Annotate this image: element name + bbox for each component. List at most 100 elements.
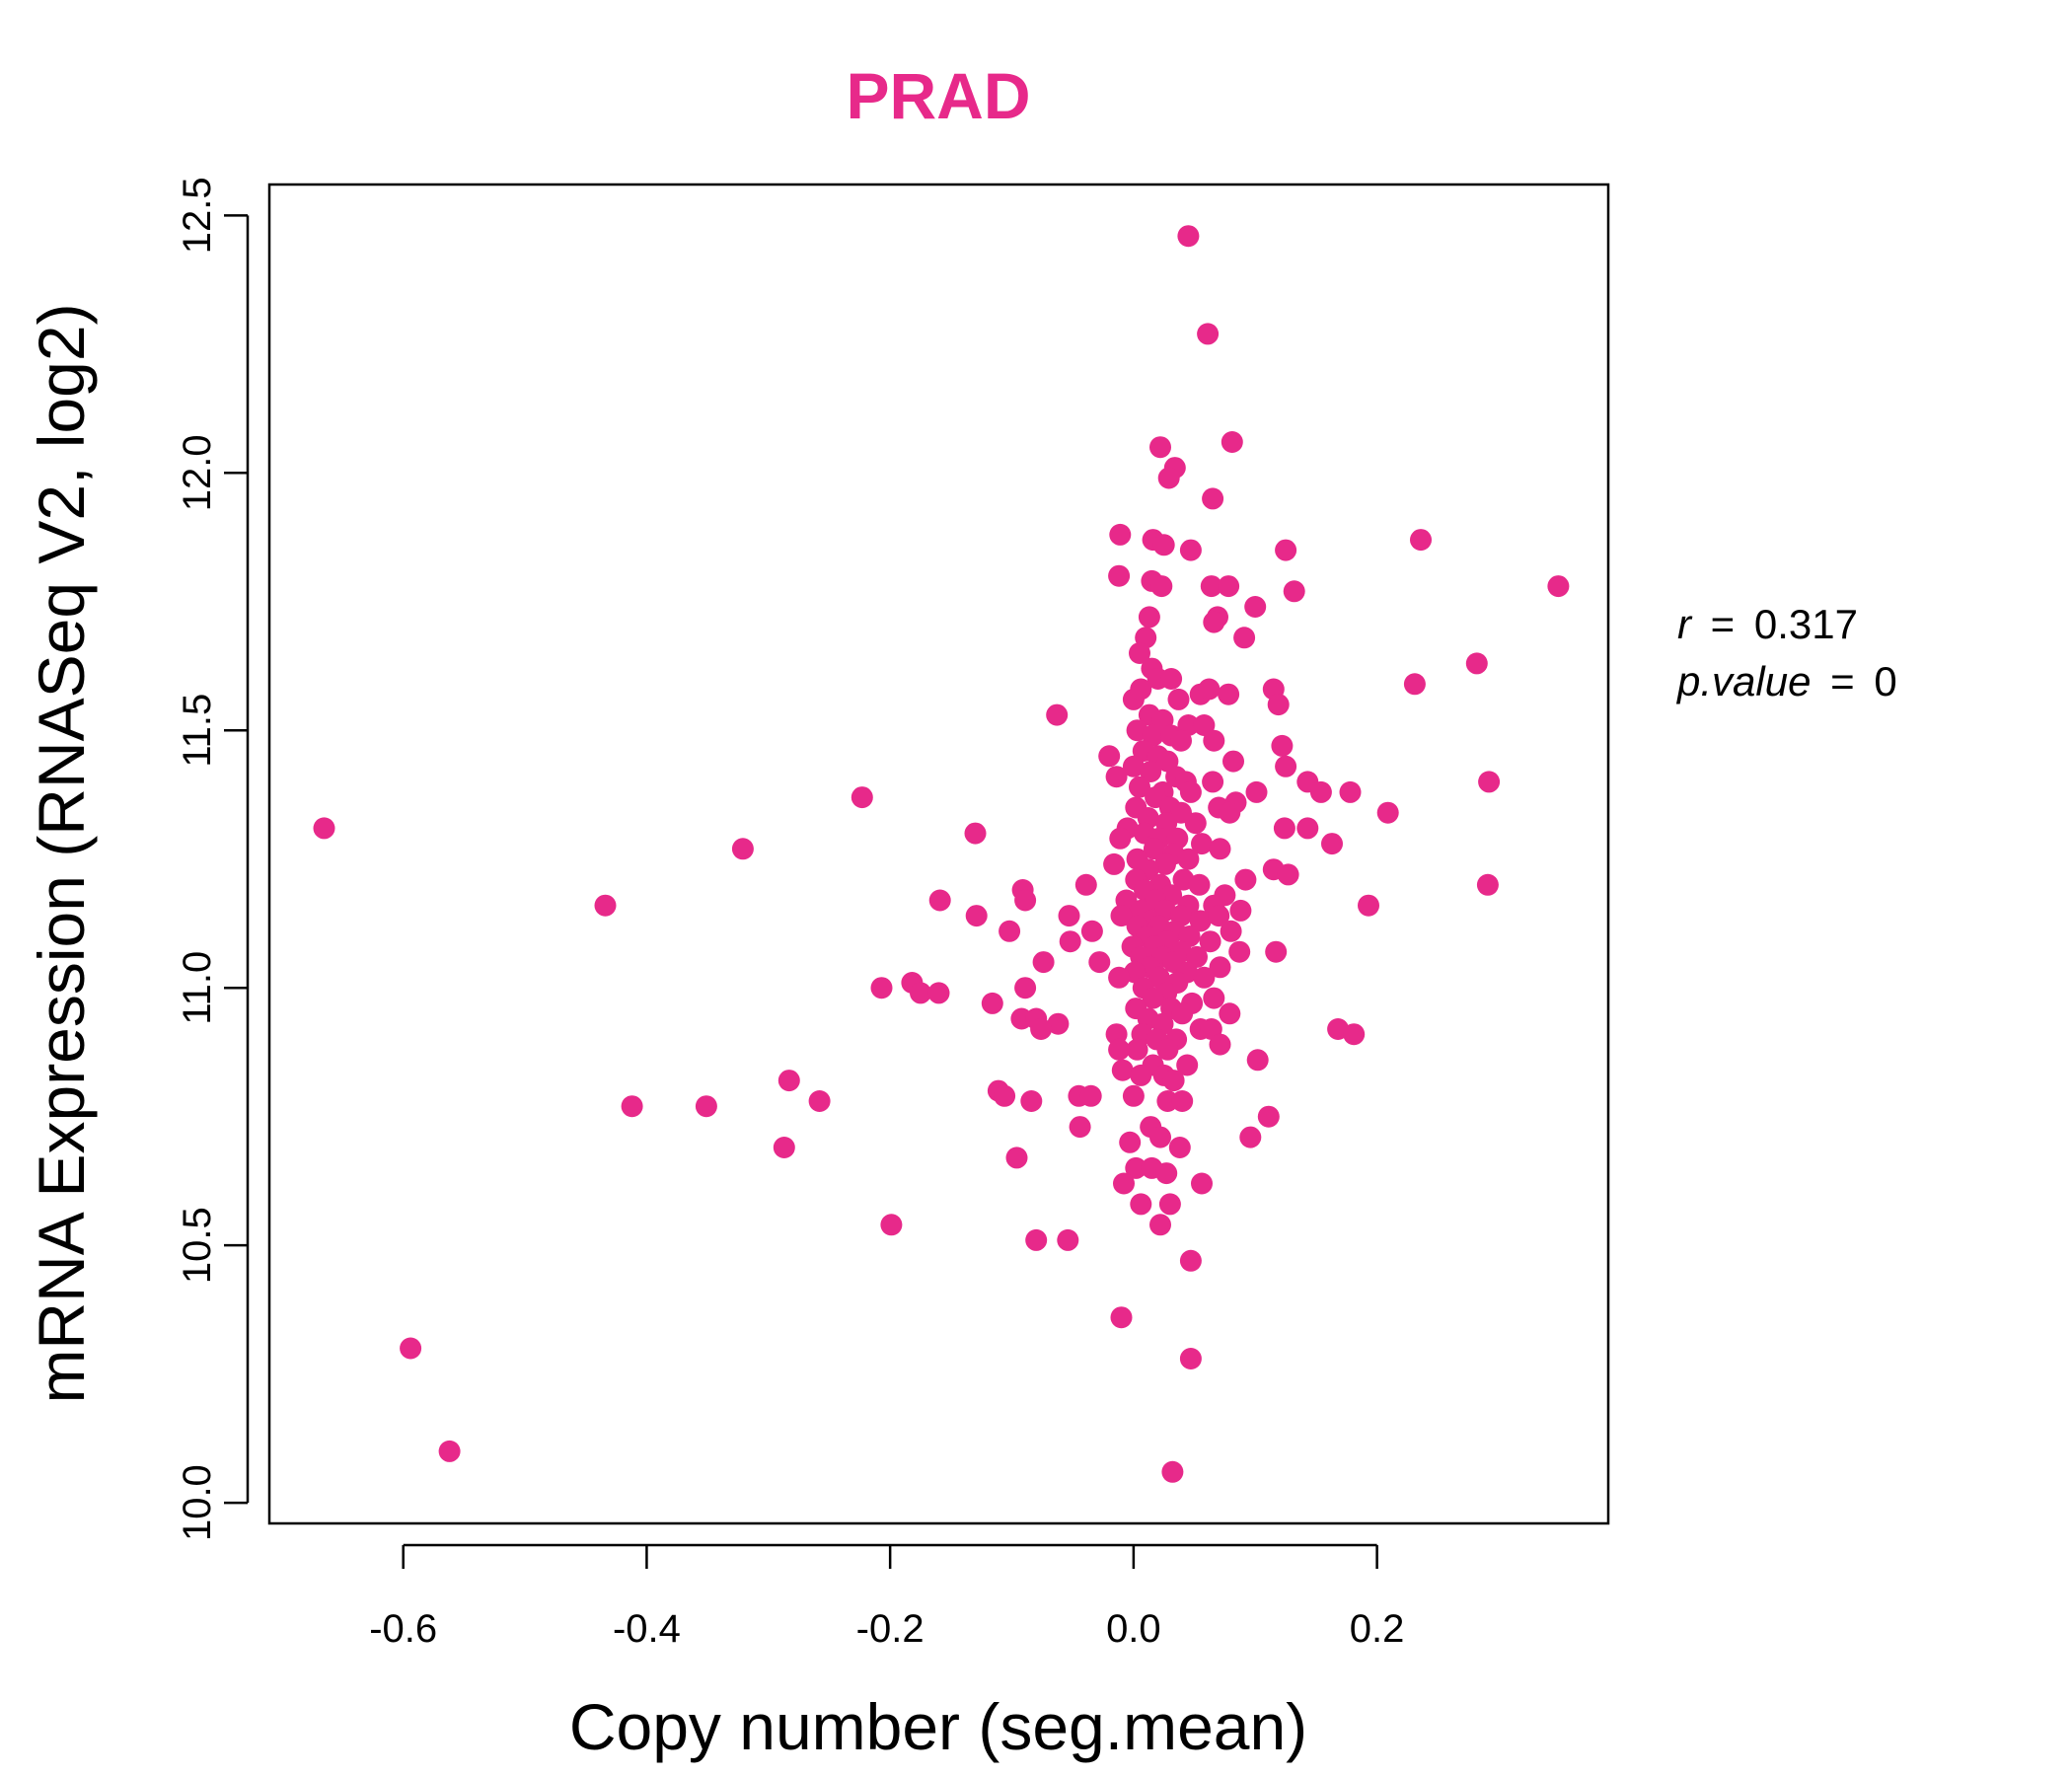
data-point	[1020, 1090, 1043, 1112]
data-point	[870, 977, 893, 999]
data-point	[1547, 575, 1570, 598]
data-points	[313, 225, 1570, 1483]
data-point	[1162, 1070, 1185, 1092]
data-point	[1283, 580, 1305, 603]
data-point	[1046, 703, 1069, 726]
data-point	[1189, 910, 1212, 932]
data-point	[1125, 1156, 1147, 1179]
p-equals: =	[1830, 658, 1855, 704]
data-point	[1275, 755, 1297, 777]
data-point	[1179, 539, 1202, 561]
data-point	[1014, 977, 1037, 999]
data-point	[1339, 780, 1362, 803]
data-point	[1209, 1033, 1231, 1056]
data-point	[1188, 873, 1211, 896]
data-point	[1203, 611, 1225, 633]
data-point	[1156, 1038, 1179, 1061]
data-point	[1119, 1131, 1142, 1153]
data-point	[1177, 225, 1200, 248]
data-point	[1200, 575, 1222, 598]
data-point	[1129, 642, 1150, 664]
data-point	[1079, 1084, 1102, 1107]
data-point	[1140, 761, 1162, 782]
y-tick-label: 10.0	[176, 1464, 219, 1541]
data-point	[1203, 729, 1225, 752]
data-point	[438, 1440, 461, 1462]
data-point	[1321, 833, 1343, 855]
data-point	[1108, 564, 1131, 587]
data-point	[1296, 817, 1319, 840]
data-point	[594, 894, 617, 917]
data-point	[1233, 627, 1256, 649]
x-tick-label: 0.0	[1106, 1607, 1161, 1651]
data-point	[1177, 848, 1200, 870]
x-tick-label: -0.6	[369, 1607, 437, 1651]
data-point	[1109, 827, 1132, 850]
data-point	[851, 786, 873, 809]
data-point	[313, 817, 335, 840]
data-point	[400, 1337, 422, 1360]
data-point	[1229, 899, 1252, 922]
data-point	[1171, 1090, 1194, 1112]
y-tick-label: 11.0	[176, 951, 219, 1025]
data-point	[1208, 905, 1230, 927]
p-value: 0	[1874, 658, 1896, 704]
data-point	[1149, 436, 1171, 459]
y-tick-label: 10.5	[176, 1207, 219, 1284]
data-point	[1221, 431, 1243, 453]
data-point	[1059, 930, 1081, 953]
data-point	[1088, 951, 1111, 974]
data-point	[1358, 894, 1379, 917]
data-point	[880, 1214, 903, 1236]
y-tick-label: 12.5	[176, 177, 219, 254]
data-point	[1074, 873, 1097, 896]
data-point	[1113, 1172, 1135, 1195]
data-point	[1203, 987, 1225, 1009]
data-point	[773, 1137, 795, 1158]
data-point	[1005, 1147, 1028, 1169]
data-point	[1193, 714, 1216, 736]
data-point	[1209, 838, 1231, 860]
data-point	[1478, 771, 1501, 793]
data-point	[1202, 771, 1224, 793]
data-point	[1130, 1193, 1152, 1216]
data-point	[1130, 1064, 1152, 1086]
data-point	[999, 920, 1021, 942]
data-point	[1376, 801, 1399, 824]
data-point	[1149, 1214, 1171, 1236]
data-point	[1167, 688, 1190, 710]
x-axis-title: Copy number (seg.mean)	[569, 1690, 1307, 1763]
data-point	[1176, 1054, 1199, 1076]
data-point	[1160, 668, 1183, 690]
data-point	[1202, 487, 1224, 510]
data-point	[808, 1090, 831, 1112]
data-point	[1080, 920, 1103, 942]
data-point	[1168, 1137, 1191, 1158]
data-point	[621, 1095, 643, 1118]
data-point	[927, 982, 950, 1004]
data-point	[1111, 1059, 1134, 1081]
data-point	[1209, 956, 1231, 979]
data-point	[964, 822, 987, 845]
data-point	[1267, 694, 1290, 716]
data-point	[981, 992, 1003, 1014]
data-point	[1155, 1162, 1178, 1185]
data-point	[1047, 1012, 1070, 1035]
y-tick-label: 11.5	[176, 694, 219, 768]
data-point	[1234, 868, 1257, 891]
data-point	[965, 905, 988, 927]
pvalue-annotation: p.value = 0	[1675, 658, 1897, 704]
data-point	[1161, 1460, 1184, 1483]
x-axis: -0.6 -0.4 -0.2 0.0 0.2	[369, 1543, 1404, 1651]
data-point	[1199, 930, 1221, 953]
data-point	[1126, 1038, 1148, 1061]
data-point	[1218, 575, 1240, 598]
data-point	[1110, 1306, 1133, 1329]
p-label: p.value	[1675, 658, 1811, 704]
data-point	[1014, 889, 1037, 912]
data-point	[1154, 852, 1176, 875]
data-point	[1149, 1126, 1171, 1148]
data-point	[1218, 683, 1240, 705]
data-point	[1239, 1126, 1262, 1148]
